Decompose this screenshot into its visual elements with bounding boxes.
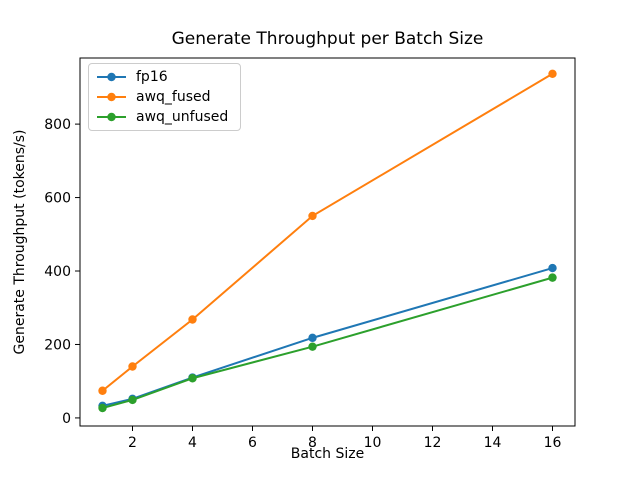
y-tick-label: 0 [62,411,71,427]
x-tick-label: 10 [364,435,382,451]
x-tick-label: 16 [544,435,562,451]
legend-label: awq_fused [136,89,211,105]
y-axis-label: Generate Throughput (tokens/s) [12,129,28,355]
y-tick-label: 200 [44,337,71,353]
x-axis-label: Batch Size [290,446,365,462]
series-marker-awq_unfused [548,273,557,282]
y-tick-label: 600 [44,191,71,207]
y-tick-label: 800 [44,117,71,133]
x-tick-label: 8 [308,435,317,451]
series-marker-awq_fused [548,69,557,78]
series-marker-awq_unfused [98,403,107,413]
x-tick-label: 6 [248,435,257,451]
x-tick-label: 12 [424,435,442,451]
legend-line-marker-icon [97,92,126,102]
x-tick-label: 14 [484,435,502,451]
series-marker-awq_unfused [128,395,137,405]
series-marker-awq_unfused [188,374,197,383]
series-line-awq_unfused [101,276,554,410]
series-marker-awq_fused [188,315,197,324]
legend-label: fp16 [136,69,168,85]
legend-line-marker-icon [97,112,126,122]
legend: fp16 awq_fused awq_unfused [88,63,242,131]
legend-item-awq_fused: awq_fused [96,90,228,104]
legend-item-fp16: fp16 [96,70,228,84]
series-marker-awq_fused [128,362,137,371]
series-marker-awq_fused [308,211,317,221]
x-tick-label: 2 [128,435,137,451]
series-marker-fp16 [308,333,317,343]
series-marker-fp16 [548,263,557,273]
x-tick-label: 4 [188,435,197,451]
legend-label: awq_unfused [136,109,229,125]
y-tick-label: 400 [44,264,71,280]
chart-title: Generate Throughput per Batch Size [171,29,484,49]
series-marker-awq_unfused [308,342,317,351]
legend-line-marker-icon [97,72,126,82]
series-marker-awq_fused [98,386,107,395]
axes-frame [79,57,576,427]
legend-item-awq_unfused: awq_unfused [96,110,228,124]
